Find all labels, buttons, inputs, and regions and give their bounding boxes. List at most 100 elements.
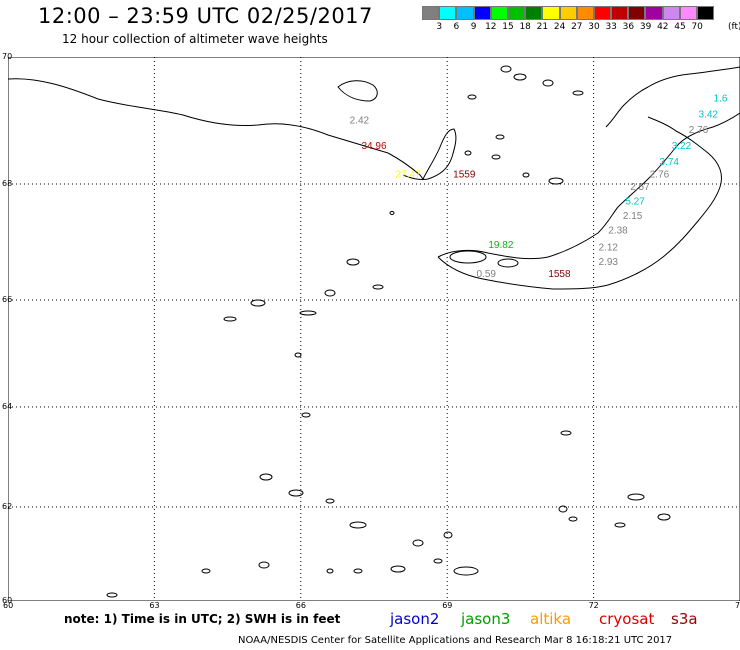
- island: [389, 211, 395, 215]
- legend-jason2: jason2: [390, 610, 440, 628]
- island: [548, 177, 564, 185]
- island: [294, 352, 302, 358]
- color-swatch-13: [645, 6, 663, 20]
- wave-height-value: 1559: [453, 170, 476, 181]
- island: [627, 493, 645, 501]
- island: [106, 592, 118, 598]
- color-scale-label: 36: [622, 22, 635, 32]
- latitude-label: 70: [2, 52, 13, 61]
- island: [250, 299, 266, 307]
- color-swatch-11: [611, 6, 629, 20]
- map-subtitle: 12 hour collection of altimeter wave hei…: [62, 32, 328, 46]
- wave-height-value: 3.74: [660, 157, 680, 168]
- island: [201, 568, 211, 574]
- latitude-label: 68: [2, 179, 13, 188]
- island: [500, 65, 512, 73]
- color-swatch-10: [593, 6, 612, 20]
- color-swatch-9: [576, 6, 594, 20]
- latitude-label: 60: [2, 596, 13, 605]
- coastline-east: [605, 66, 740, 128]
- color-scale-unit: (ft): [728, 22, 740, 32]
- island: [614, 522, 626, 528]
- color-scale-label: 42: [657, 22, 669, 32]
- island: [513, 73, 527, 81]
- island: [346, 258, 360, 266]
- island: [560, 430, 572, 436]
- wave-height-value: 27.47: [396, 170, 421, 181]
- footer-credit: NOAA/NESDIS Center for Satellite Applica…: [238, 635, 673, 646]
- longitude-label: 66: [295, 601, 306, 610]
- map-frame: [8, 57, 740, 601]
- island: [467, 94, 477, 100]
- island: [353, 568, 363, 574]
- island: [412, 539, 424, 547]
- wave-height-value: 3.42: [699, 109, 719, 120]
- island: [491, 154, 501, 160]
- color-swatch-1: [439, 6, 457, 20]
- wave-height-value: 2.76: [650, 170, 670, 181]
- island: [324, 289, 336, 297]
- color-swatch-0: [422, 6, 440, 20]
- color-swatch-7: [542, 6, 560, 20]
- wave-height-value: 2.93: [599, 257, 619, 268]
- island: [449, 250, 487, 264]
- color-scale-label: 12: [485, 22, 497, 32]
- color-scale-label: 3: [436, 22, 443, 32]
- legend-s3a: s3a: [671, 610, 698, 628]
- island: [495, 134, 505, 140]
- color-swatch-16: [697, 6, 715, 20]
- wave-height-value: 3.22: [672, 141, 692, 152]
- color-swatch-5: [507, 6, 526, 20]
- legend-cryosat: cryosat: [599, 610, 655, 628]
- longitude-label: 63: [149, 601, 160, 610]
- island: [453, 566, 479, 576]
- wave-height-value: 1.6: [714, 93, 728, 104]
- coastline: [8, 65, 740, 598]
- island: [372, 284, 384, 290]
- wave-height-value: 2.12: [599, 243, 619, 254]
- wave-height-value: 2.42: [350, 116, 370, 127]
- island: [497, 258, 519, 268]
- wave-height-value: 2.38: [608, 225, 628, 236]
- coastline-north: [8, 78, 457, 180]
- wave-height-value: 2.15: [623, 211, 643, 222]
- longitude-label: 60: [3, 601, 14, 610]
- latitude-label: 62: [2, 502, 13, 511]
- coastline-bay: [337, 80, 378, 102]
- note-text: note: 1) Time is in UTC; 2) SWH is in fe…: [64, 612, 341, 626]
- wave-height-value: 2.57: [630, 182, 650, 193]
- wave-height-value: 19.82: [488, 240, 513, 251]
- observations: 2.42 34.96 27.47 1559 19.82 0.59 1558 2.93 2.12 2…: [350, 93, 728, 279]
- island: [464, 150, 472, 156]
- color-swatch-2: [456, 6, 474, 20]
- island: [433, 558, 443, 564]
- color-swatch-4: [490, 6, 508, 20]
- color-scale-label: 39: [639, 22, 652, 32]
- wave-height-value: 34.96: [361, 141, 386, 152]
- color-swatch-8: [559, 6, 577, 20]
- color-scale-bar: [422, 6, 715, 20]
- color-scale-label: 9: [470, 22, 477, 32]
- legend-jason3: jason3: [461, 610, 511, 628]
- wave-height-value: 1558: [548, 269, 571, 280]
- color-scale-label: 6: [453, 22, 460, 32]
- island: [349, 521, 367, 529]
- island: [657, 513, 671, 521]
- color-swatch-12: [628, 6, 646, 20]
- island: [443, 531, 453, 539]
- color-swatch-15: [679, 6, 697, 20]
- latitude-label: 64: [2, 402, 13, 411]
- wave-height-value: 5.27: [625, 196, 645, 207]
- island: [522, 172, 530, 178]
- island: [259, 473, 273, 481]
- color-scale-label: 15: [502, 22, 514, 32]
- map-title: 12:00 – 23:59 UTC 02/25/2017: [38, 4, 373, 28]
- color-scale-label: 27: [571, 22, 583, 32]
- longitude-label: 75: [735, 601, 740, 610]
- grid-lines: [8, 57, 740, 601]
- color-swatch-6: [525, 6, 543, 20]
- color-scale-label: 70: [691, 22, 703, 32]
- island: [325, 498, 335, 504]
- island: [390, 565, 406, 573]
